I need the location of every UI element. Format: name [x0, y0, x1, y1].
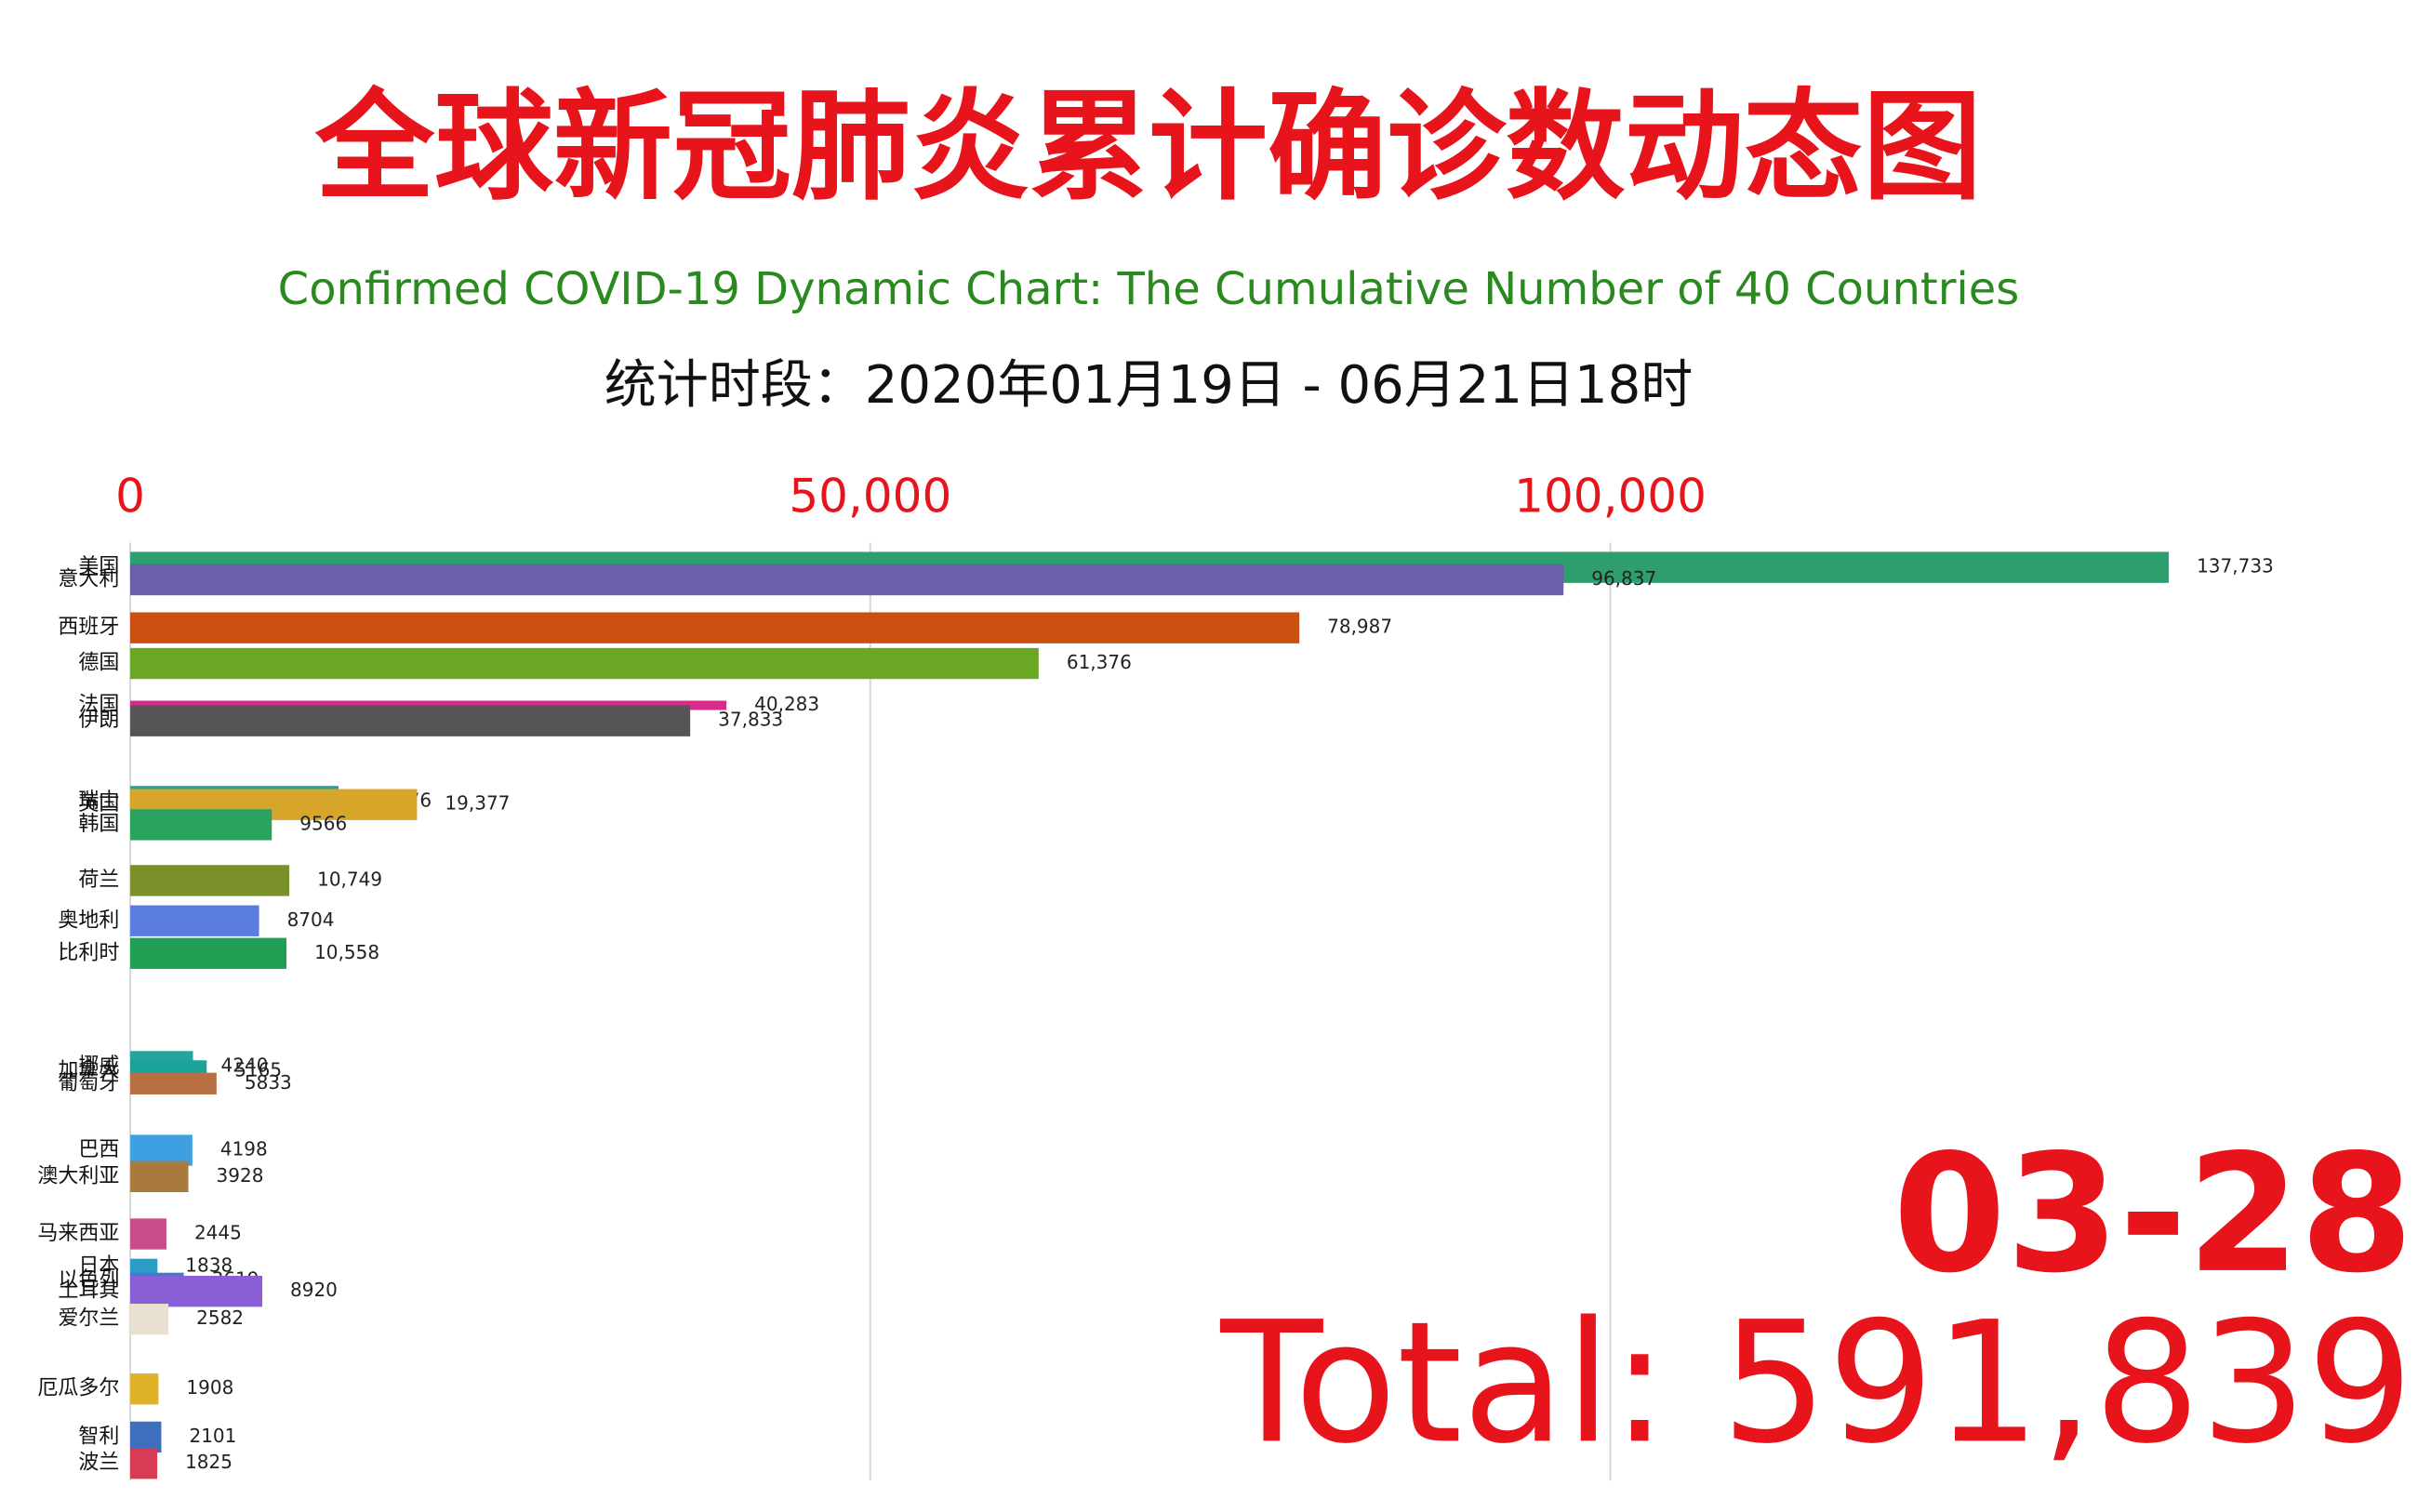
category-label: 法国	[78, 694, 119, 717]
value-label: 8920	[290, 1279, 338, 1301]
value-label: 10,558	[314, 941, 379, 963]
bar	[130, 1421, 162, 1453]
chart-subtitle: Confirmed COVID-19 Dynamic Chart: The Cu…	[278, 263, 2020, 315]
chart-title: 全球新冠肺炎累计确诊数动态图	[314, 78, 1982, 217]
bar	[130, 1276, 262, 1307]
bar	[130, 809, 272, 841]
period: 统计时段：2020年01月19日 - 06月21日18时	[604, 355, 1694, 416]
bar	[130, 705, 691, 736]
value-label: 19,377	[445, 792, 510, 815]
category-label: 土耳其	[58, 1280, 119, 1303]
bar	[130, 1304, 169, 1335]
bar	[130, 1258, 158, 1275]
value-label: 1838	[185, 1254, 232, 1277]
value-label: 96,837	[1591, 567, 1656, 590]
value-label: 5165	[234, 1058, 282, 1081]
value-label: 40,283	[754, 693, 819, 715]
value-label: 8704	[287, 909, 335, 931]
category-label: 英国	[78, 792, 119, 816]
category-label: 日本	[78, 1254, 119, 1278]
category-label: 比利时	[58, 941, 119, 964]
bar	[130, 1373, 159, 1405]
bar	[130, 564, 1564, 596]
value-label: 2582	[196, 1306, 244, 1329]
value-label: 137,733	[2197, 555, 2274, 577]
category-label: 德国	[78, 652, 119, 675]
value-label: 9566	[299, 812, 347, 834]
bar	[130, 1448, 158, 1479]
category-label: 厄瓜多尔	[37, 1377, 119, 1400]
category-label: 波兰	[78, 1452, 119, 1475]
category-label: 伊朗	[78, 709, 119, 732]
value-label: 3928	[217, 1164, 264, 1187]
category-label: 韩国	[78, 813, 119, 836]
value-label: 61,376	[1067, 651, 1132, 673]
value-label: 78,987	[1327, 616, 1392, 638]
category-label: 意大利	[58, 567, 119, 590]
bar	[130, 612, 1300, 643]
bar	[130, 1134, 193, 1166]
category-label: 西班牙	[58, 616, 119, 639]
value-label: 4240	[221, 1054, 269, 1076]
value-label: 2101	[189, 1425, 236, 1447]
category-label: 加拿大	[58, 1058, 119, 1082]
category-label: 瑞士	[78, 789, 119, 813]
bar	[130, 647, 1039, 680]
category-label: 挪威	[78, 1054, 119, 1078]
total-label: Total: 591,839	[1219, 1286, 2413, 1480]
category-label: 智利	[78, 1425, 119, 1448]
date-label: 03-28	[1893, 1121, 2413, 1309]
value-label: 4198	[220, 1137, 268, 1160]
category-label: 荷兰	[78, 869, 119, 892]
x-tick-label: 0	[115, 469, 145, 523]
category-label: 爱尔兰	[58, 1307, 119, 1331]
bar	[130, 865, 290, 896]
value-label: 10,749	[317, 868, 382, 890]
bar	[130, 905, 259, 936]
category-label: 葡萄牙	[58, 1071, 119, 1094]
value-label: 5833	[245, 1071, 292, 1094]
category-label: 巴西	[78, 1138, 119, 1161]
value-label: 2445	[194, 1222, 242, 1244]
value-label: 1908	[186, 1376, 233, 1399]
category-label: 美国	[78, 555, 119, 578]
value-label: 37,833	[718, 709, 783, 731]
category-label: 奥地利	[58, 909, 119, 932]
bar	[130, 1161, 189, 1192]
bar	[130, 937, 287, 969]
value-label: 1825	[185, 1451, 232, 1473]
bar	[130, 1218, 166, 1250]
category-label: 马来西亚	[37, 1222, 119, 1245]
x-tick-label: 100,000	[1514, 469, 1707, 523]
x-tick-label: 50,000	[789, 469, 951, 523]
bar	[130, 1072, 217, 1094]
category-label: 澳大利亚	[37, 1164, 119, 1187]
category-label: 以色列	[58, 1268, 119, 1292]
